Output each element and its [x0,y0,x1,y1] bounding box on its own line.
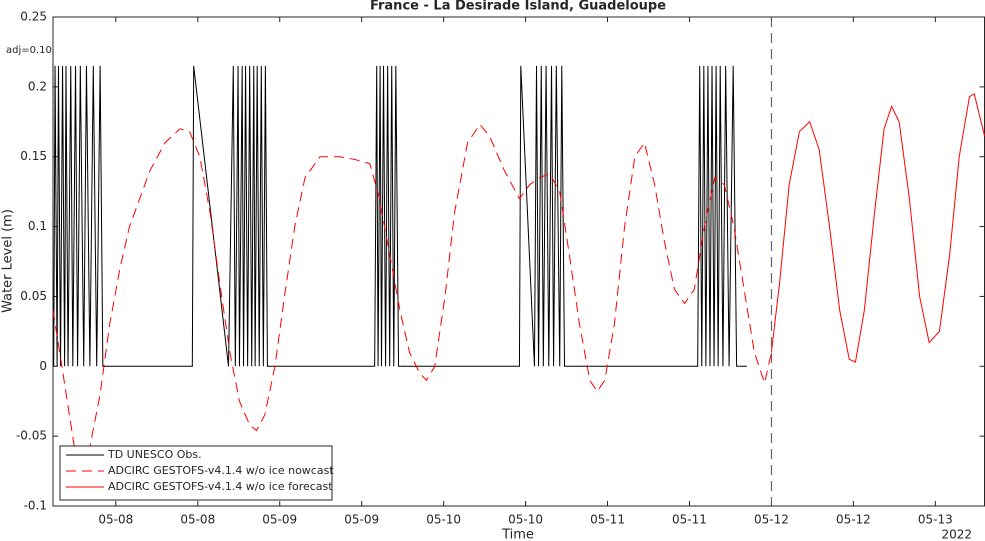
x-tick-label: 05-11 [672,513,707,527]
plot-area [52,16,985,507]
legend-label: ADCIRC GESTOFS-v4.1.4 w/o ice forecast [108,480,333,493]
series-line [52,123,772,458]
year-label: 2022 [941,528,972,541]
x-tick-label: 05-12 [754,513,789,527]
series-line [53,65,747,367]
x-tick-label: 05-10 [426,513,461,527]
legend-label: TD UNESCO Obs. [107,448,202,461]
y-axis-label: Water Level (m) [1,209,16,313]
x-tick-label: 05-08 [98,513,133,527]
x-tick-label: 05-08 [180,513,215,527]
legend-box [59,445,333,501]
y-tick-label: 0.2 [28,79,47,93]
legend-label: ADCIRC GESTOFS-v4.1.4 w/o ice nowcast [108,464,334,477]
series-line [770,93,985,363]
x-tick-label: 05-10 [508,513,543,527]
y-tick-label: 0 [39,359,47,373]
annotation: adj=0.1027m [6,45,74,56]
chart-title: France - La Desirade Island, Guadeloupe [370,0,666,14]
y-tick-label: 0.1 [28,219,47,233]
y-tick-label: 0.15 [20,149,47,163]
x-tick-label: 05-11 [590,513,625,527]
x-tick-label: 05-12 [836,513,871,527]
y-tick-label: 0.25 [20,10,47,24]
x-tick-label: 05-09 [344,513,379,527]
x-tick-label: 05-09 [262,513,297,527]
x-tick-label: 05-13 [918,513,953,527]
y-tick-label: -0.05 [16,429,47,443]
x-axis-label: Time [501,528,534,541]
y-tick-label: 0.05 [20,289,47,303]
y-tick-label: -0.1 [24,499,47,513]
